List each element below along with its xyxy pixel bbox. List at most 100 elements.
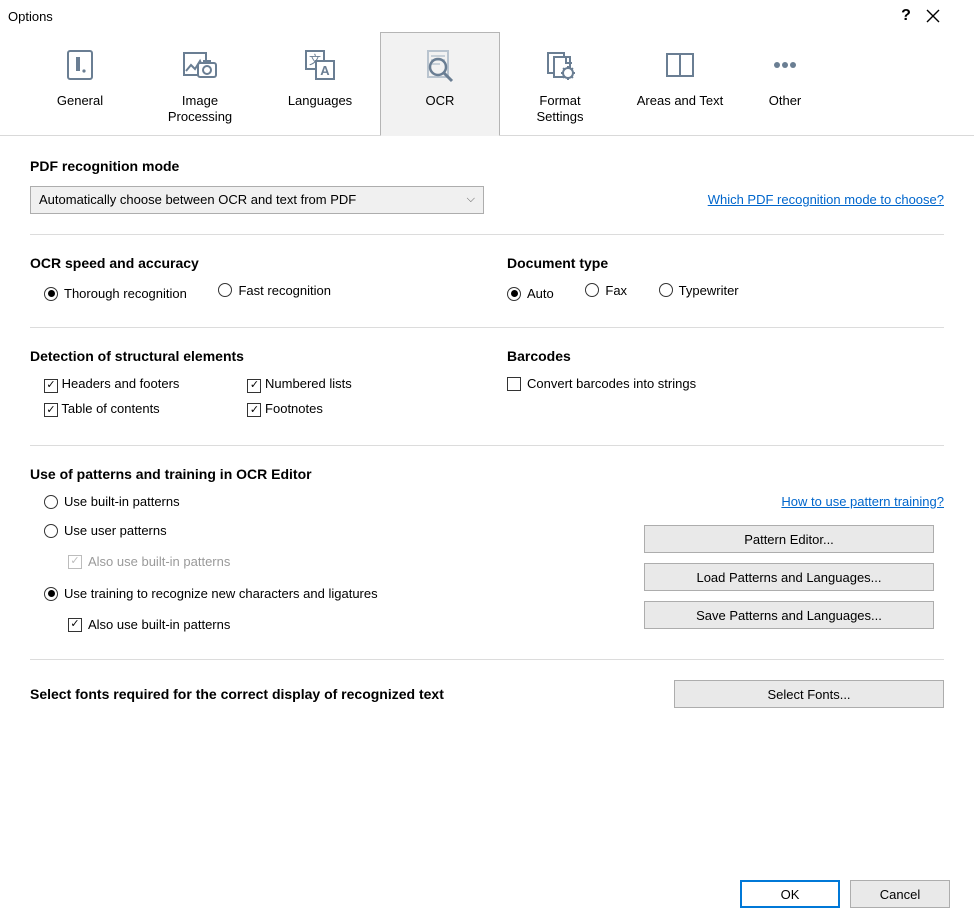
chevron-down-icon: ⌵ — [467, 193, 475, 206]
button-label: Pattern Editor... — [744, 532, 834, 547]
radio-thorough-recognition[interactable]: Thorough recognition — [44, 286, 187, 301]
radio-builtin-patterns[interactable]: Use built-in patterns — [44, 494, 180, 509]
pattern-editor-button[interactable]: Pattern Editor... — [644, 525, 934, 553]
button-label: OK — [781, 887, 800, 902]
radio-icon — [44, 587, 58, 601]
check-label: Also use built-in patterns — [88, 617, 230, 632]
areas-and-text-icon — [656, 41, 704, 89]
check-label: Headers and footers — [62, 376, 180, 391]
tab-label: Image Processing — [168, 93, 232, 126]
tab-languages[interactable]: 文A Languages — [260, 32, 380, 135]
pdf-mode-dropdown[interactable]: Automatically choose between OCR and tex… — [30, 186, 484, 214]
tab-label: Format Settings — [537, 93, 584, 126]
load-patterns-button[interactable]: Load Patterns and Languages... — [644, 563, 934, 591]
radio-label: Use user patterns — [64, 523, 167, 538]
radio-icon — [585, 283, 599, 297]
languages-icon: 文A — [296, 41, 344, 89]
radio-doctype-auto[interactable]: Auto — [507, 286, 554, 301]
tab-general[interactable]: General — [20, 32, 140, 135]
speed-title: OCR speed and accuracy — [30, 255, 467, 271]
tab-label: Areas and Text — [637, 93, 723, 109]
check-headers-footers[interactable]: Headers and footers — [44, 376, 179, 393]
svg-text:A: A — [320, 63, 330, 78]
check-label: Convert barcodes into strings — [527, 376, 696, 391]
divider — [30, 659, 944, 660]
check-label: Footnotes — [265, 401, 323, 416]
radio-icon — [218, 283, 232, 297]
checkbox-icon — [68, 618, 82, 632]
checkbox-icon — [247, 403, 261, 417]
button-label: Select Fonts... — [767, 687, 850, 702]
window-title: Options — [8, 9, 53, 24]
help-button[interactable]: ? — [886, 7, 926, 25]
tab-label: OCR — [426, 93, 455, 109]
radio-label: Use training to recognize new characters… — [64, 586, 378, 601]
select-fonts-button[interactable]: Select Fonts... — [674, 680, 944, 708]
tab-ocr[interactable]: OCR — [380, 32, 500, 136]
radio-icon — [44, 524, 58, 538]
titlebar: Options ? — [0, 0, 974, 28]
tab-label: Other — [769, 93, 802, 109]
radio-icon — [507, 287, 521, 301]
cancel-button[interactable]: Cancel — [850, 880, 950, 908]
check-convert-barcodes[interactable]: Convert barcodes into strings — [507, 376, 696, 391]
check-label: Table of contents — [61, 401, 159, 416]
checkbox-icon — [68, 555, 82, 569]
radio-icon — [659, 283, 673, 297]
tab-image-processing[interactable]: Image Processing — [140, 32, 260, 135]
radio-label: Auto — [527, 286, 554, 301]
structural-title: Detection of structural elements — [30, 348, 467, 364]
patterns-help-link[interactable]: How to use pattern training? — [781, 494, 944, 509]
general-icon — [56, 41, 104, 89]
content-panel: PDF recognition mode Automatically choos… — [0, 136, 974, 709]
check-also-builtin-2[interactable]: Also use built-in patterns — [68, 617, 230, 632]
radio-label: Use built-in patterns — [64, 494, 180, 509]
image-processing-icon — [176, 41, 224, 89]
pdf-mode-help-link[interactable]: Which PDF recognition mode to choose? — [708, 192, 944, 207]
fonts-title: Select fonts required for the correct di… — [30, 686, 634, 702]
divider — [30, 445, 944, 446]
other-icon — [761, 41, 809, 89]
patterns-title: Use of patterns and training in OCR Edit… — [30, 466, 944, 482]
close-button[interactable] — [926, 9, 966, 23]
checkbox-icon — [44, 379, 58, 393]
radio-doctype-fax[interactable]: Fax — [585, 283, 627, 298]
check-footnotes[interactable]: Footnotes — [247, 401, 351, 418]
check-table-of-contents[interactable]: Table of contents — [44, 401, 179, 418]
checkbox-icon — [44, 403, 58, 417]
radio-icon — [44, 495, 58, 509]
button-label: Load Patterns and Languages... — [696, 570, 881, 585]
tab-format-settings[interactable]: Format Settings — [500, 32, 620, 135]
divider — [30, 327, 944, 328]
pdf-mode-selected: Automatically choose between OCR and tex… — [39, 192, 467, 207]
radio-doctype-typewriter[interactable]: Typewriter — [659, 283, 739, 298]
radio-label: Fax — [605, 283, 627, 298]
tab-areas-and-text[interactable]: Areas and Text — [620, 32, 740, 135]
format-settings-icon — [536, 41, 584, 89]
divider — [30, 234, 944, 235]
radio-fast-recognition[interactable]: Fast recognition — [218, 283, 331, 298]
radio-user-patterns[interactable]: Use user patterns — [44, 523, 167, 538]
tabs-bar: General Image Processing 文A Languages OC… — [0, 32, 974, 136]
checkbox-icon — [247, 379, 261, 393]
tab-other[interactable]: Other — [740, 32, 830, 135]
check-numbered-lists[interactable]: Numbered lists — [247, 376, 351, 393]
dialog-footer: OK Cancel — [740, 880, 950, 908]
check-also-builtin-1: Also use built-in patterns — [68, 554, 230, 569]
button-label: Save Patterns and Languages... — [696, 608, 882, 623]
radio-label: Typewriter — [679, 283, 739, 298]
checkbox-icon — [507, 377, 521, 391]
radio-icon — [44, 287, 58, 301]
check-label: Numbered lists — [265, 376, 352, 391]
save-patterns-button[interactable]: Save Patterns and Languages... — [644, 601, 934, 629]
ocr-icon — [416, 41, 464, 89]
radio-label: Thorough recognition — [64, 286, 187, 301]
radio-label: Fast recognition — [238, 283, 331, 298]
pdf-mode-title: PDF recognition mode — [30, 158, 944, 174]
tab-label: Languages — [288, 93, 352, 109]
tab-label: General — [57, 93, 103, 109]
button-label: Cancel — [880, 887, 920, 902]
doctype-title: Document type — [507, 255, 944, 271]
ok-button[interactable]: OK — [740, 880, 840, 908]
radio-use-training[interactable]: Use training to recognize new characters… — [44, 586, 378, 601]
